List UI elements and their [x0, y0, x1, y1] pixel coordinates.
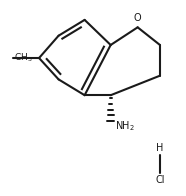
Text: NH$_2$: NH$_2$ [115, 119, 135, 133]
Text: O: O [134, 13, 141, 23]
Text: H: H [156, 143, 164, 153]
Text: CH$_3$: CH$_3$ [14, 52, 33, 64]
Text: Cl: Cl [155, 175, 165, 185]
